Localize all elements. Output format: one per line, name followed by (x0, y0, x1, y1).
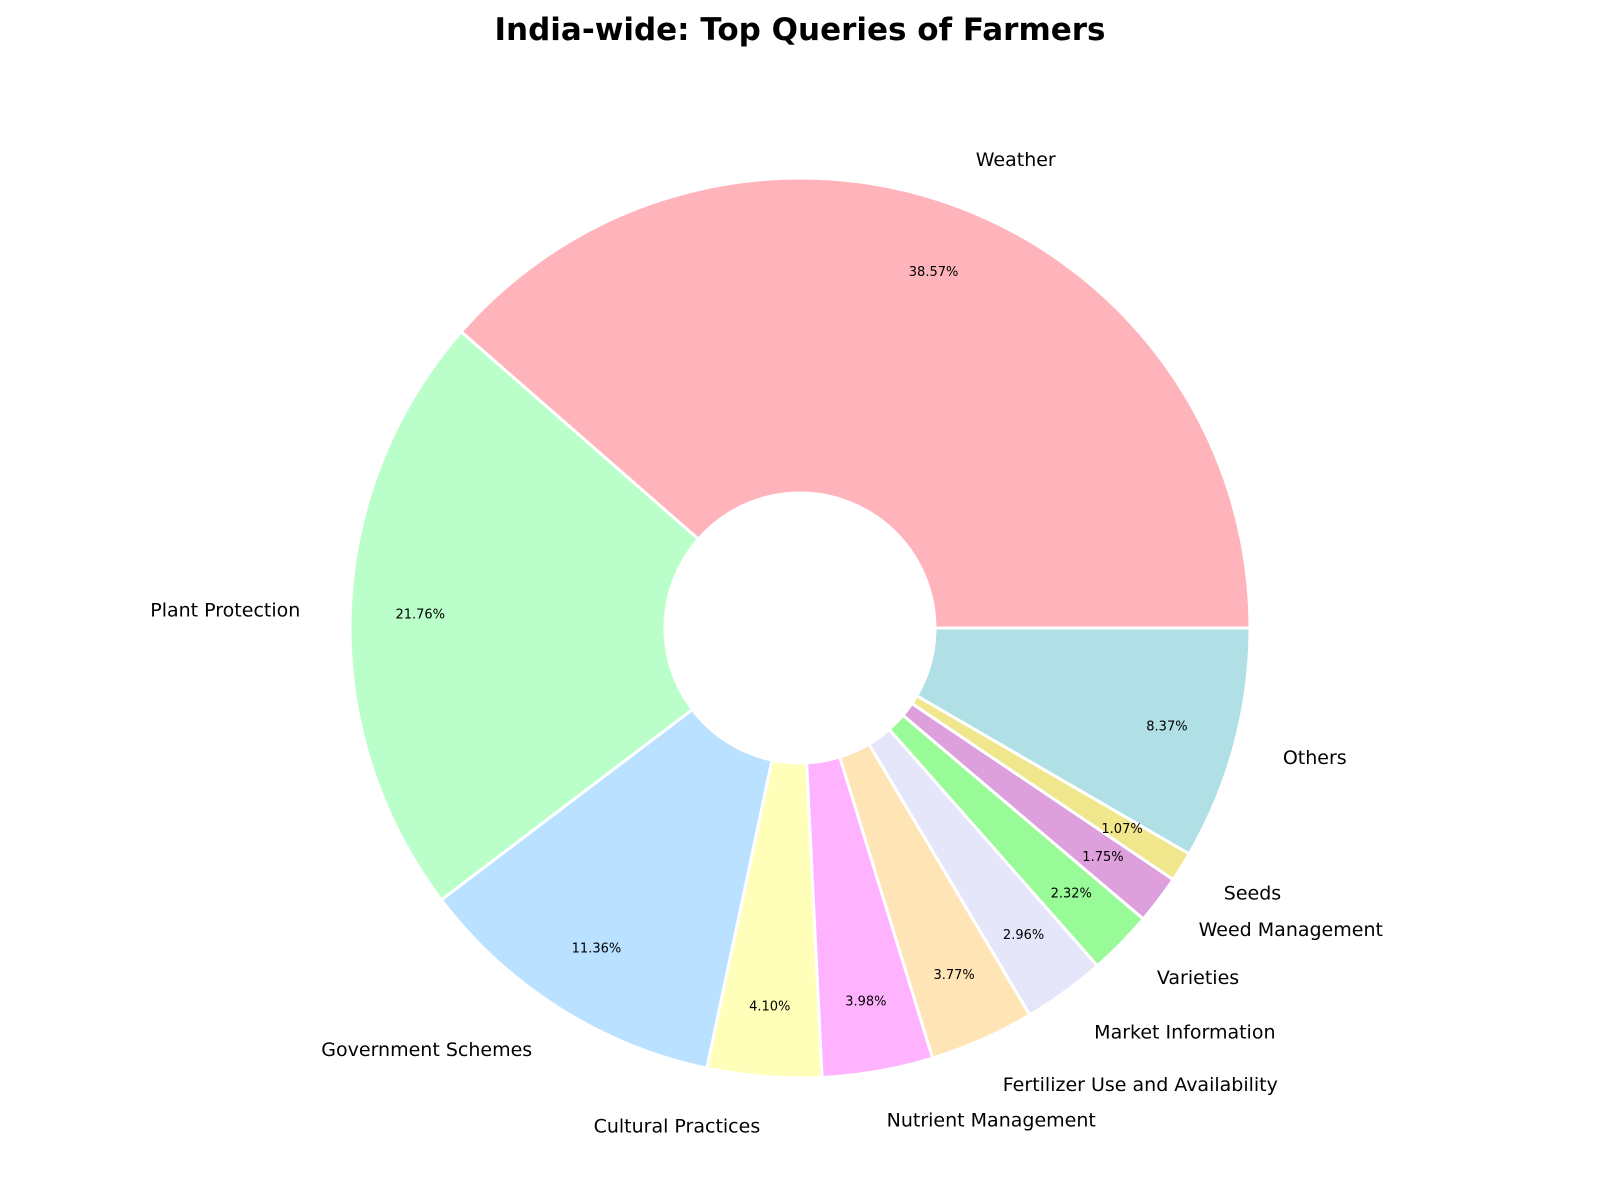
slice-others (915, 626, 1252, 856)
pct-label-fertilizer-use-and-availability: 3.77% (933, 968, 974, 983)
pct-label-weather: 38.57% (909, 265, 959, 280)
slice-weather (459, 176, 1252, 630)
category-label-weather: Weather (976, 149, 1056, 171)
category-label-cultural-practices: Cultural Practices (594, 1115, 761, 1137)
category-label-fertilizer-use-and-availability: Fertilizer Use and Availability (1003, 1074, 1278, 1096)
percentage-labels: 38.57% 21.76% 11.36% 4.10% 3.98% 3.77% 2.96% 2.… (395, 265, 1187, 1015)
category-label-others: Others (1283, 747, 1347, 769)
pie-slices (348, 176, 1252, 1080)
category-label-market-information: Market Information (1094, 1021, 1275, 1043)
pct-label-government-schemes: 11.36% (572, 941, 622, 956)
pct-label-nutrient-management: 3.98% (845, 995, 886, 1010)
pct-label-seeds: 1.07% (1101, 822, 1142, 837)
pct-label-weed-management: 1.75% (1082, 850, 1123, 865)
slice-plant-protection (348, 330, 700, 902)
category-label-plant-protection: Plant Protection (150, 600, 300, 622)
pct-label-varieties: 2.32% (1051, 887, 1092, 902)
pct-label-others: 8.37% (1146, 719, 1187, 734)
category-label-weed-management: Weed Management (1199, 919, 1383, 941)
slice-government-schemes (439, 708, 774, 1070)
chart-title: India-wide: Top Queries of Farmers (494, 12, 1105, 48)
category-label-nutrient-management: Nutrient Management (887, 1109, 1096, 1131)
pct-label-plant-protection: 21.76% (395, 607, 445, 622)
category-label-varieties: Varieties (1157, 967, 1239, 989)
category-labels: Weather Plant Protection Government Scheme… (150, 149, 1383, 1138)
category-label-seeds: Seeds (1224, 882, 1281, 904)
pct-label-market-information: 2.96% (1003, 928, 1044, 943)
pct-label-cultural-practices: 4.10% (749, 999, 790, 1014)
category-label-government-schemes: Government Schemes (321, 1039, 532, 1061)
